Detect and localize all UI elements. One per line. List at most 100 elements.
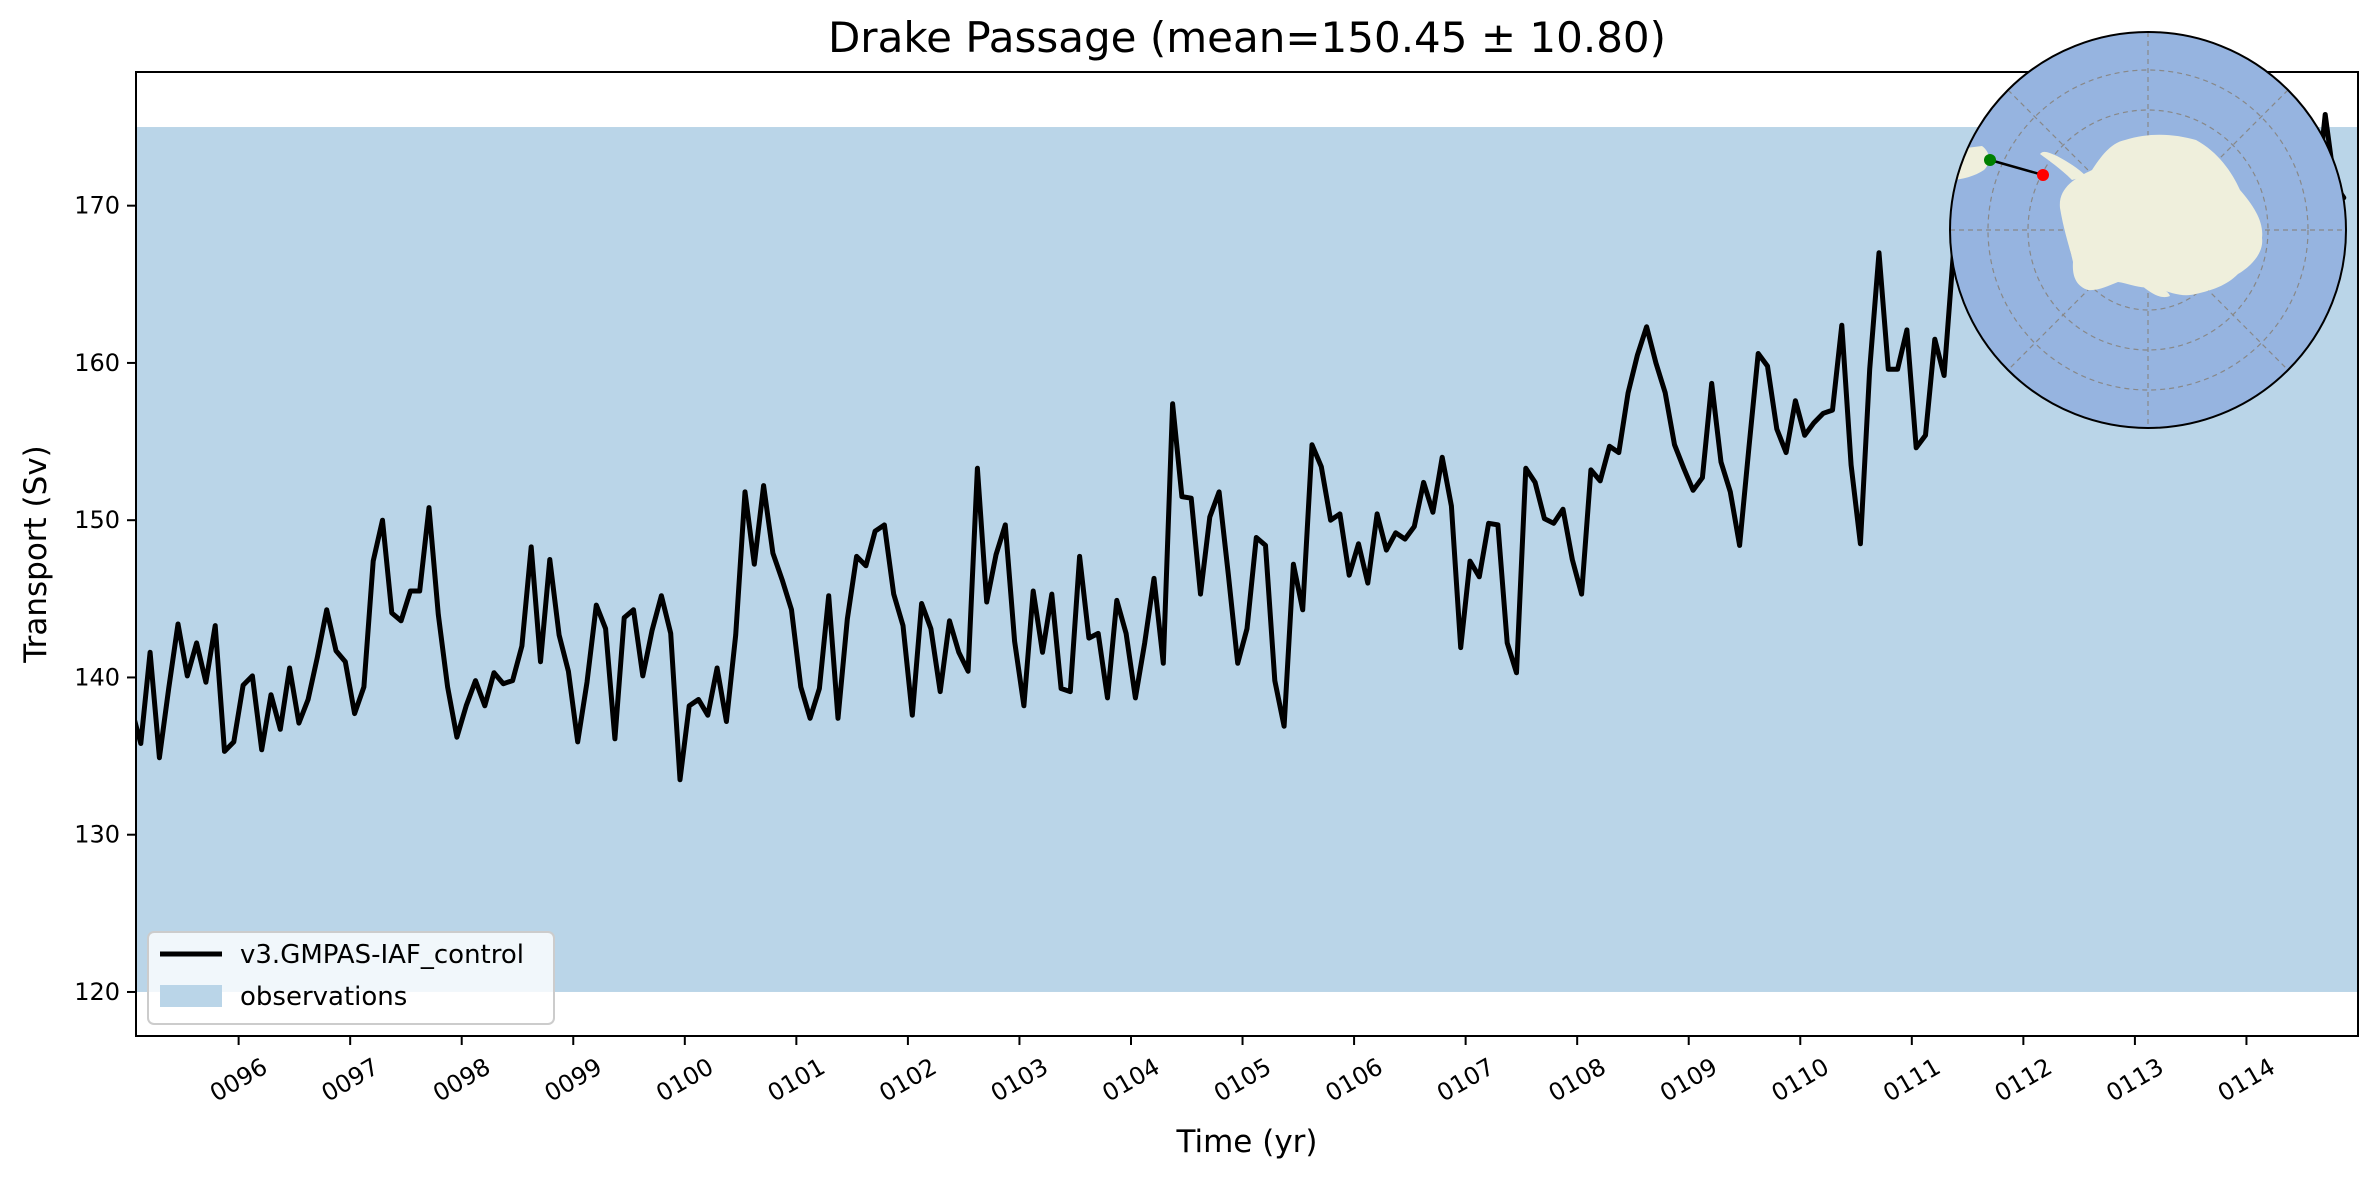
data-point <box>539 660 542 664</box>
data-point <box>1886 367 1890 371</box>
x-axis: 0096 0097 0098 0099 0100 0101 0102 0103 0104 0105… <box>205 1036 2280 1107</box>
data-point <box>1041 650 1044 654</box>
data-point <box>1924 433 1927 437</box>
data-point <box>1738 543 1742 547</box>
data-point <box>1775 427 1779 431</box>
data-point <box>632 608 635 612</box>
data-point <box>1673 443 1676 447</box>
legend-swatch-observations <box>160 985 222 1007</box>
data-point <box>1087 636 1091 640</box>
data-point <box>1003 523 1007 527</box>
map-border <box>1949 31 2347 429</box>
data-point <box>669 631 673 635</box>
data-point <box>343 660 347 664</box>
x-tick-label: 0102 <box>874 1053 941 1108</box>
legend: v3.GMPAS-IAF_control observations <box>147 931 555 1025</box>
data-point <box>910 713 914 717</box>
data-point <box>1803 433 1807 437</box>
data-point <box>1115 598 1119 602</box>
data-point <box>855 554 859 558</box>
data-point <box>334 649 338 653</box>
data-point <box>1542 517 1546 521</box>
data-point <box>1301 608 1305 612</box>
data-point <box>892 592 896 596</box>
data-point <box>455 735 459 739</box>
data-point <box>808 716 812 720</box>
data-point <box>362 685 366 689</box>
data-point <box>734 633 738 637</box>
data-point <box>1254 536 1258 539</box>
data-point <box>1858 542 1862 546</box>
data-point <box>288 666 292 670</box>
y-axis-label: Transport (Sv) <box>18 445 54 664</box>
data-point <box>557 633 561 637</box>
data-point <box>1608 444 1611 448</box>
data-point <box>1106 696 1109 700</box>
legend-box <box>147 931 555 1025</box>
data-point <box>1840 323 1844 327</box>
data-point <box>1756 352 1760 355</box>
y-tick-label: 170 <box>74 192 120 220</box>
x-tick-label: 0104 <box>1098 1053 1165 1108</box>
data-point <box>1821 411 1825 415</box>
series-points <box>139 113 2346 782</box>
x-tick-label: 0109 <box>1655 1053 1722 1108</box>
data-point <box>920 602 924 605</box>
data-point <box>594 603 598 607</box>
data-point <box>1849 463 1853 467</box>
data-point <box>604 627 608 631</box>
data-point <box>474 679 477 683</box>
data-point <box>743 490 747 494</box>
data-point <box>1199 592 1202 596</box>
data-point <box>1793 399 1797 403</box>
y-tick-label: 160 <box>74 349 120 377</box>
x-tick-label: 0106 <box>1321 1053 1388 1108</box>
data-point <box>724 720 728 723</box>
data-point <box>697 698 700 701</box>
data-point <box>408 589 412 593</box>
data-point <box>418 589 422 593</box>
data-point <box>836 716 840 720</box>
data-point <box>585 680 589 684</box>
y-tick-label: 150 <box>74 506 120 534</box>
data-point <box>938 690 942 694</box>
data-point <box>576 740 580 744</box>
data-point <box>994 553 998 557</box>
data-point <box>985 600 989 604</box>
data-point <box>1561 507 1565 511</box>
x-tick-label: 0103 <box>986 1053 1053 1108</box>
data-point <box>1440 455 1444 459</box>
data-point <box>1710 381 1714 385</box>
data-point <box>1013 639 1017 643</box>
data-point <box>371 559 375 563</box>
data-point <box>1459 646 1463 650</box>
data-point <box>1552 521 1556 525</box>
data-point <box>269 693 273 697</box>
data-point <box>1691 488 1695 492</box>
data-point <box>1868 367 1872 371</box>
legend-label-observations: observations <box>240 982 407 1012</box>
data-point <box>176 622 180 626</box>
data-point <box>771 551 775 555</box>
data-point <box>1598 479 1602 483</box>
data-point <box>1282 724 1286 728</box>
data-point <box>1412 525 1416 528</box>
data-point <box>427 506 431 510</box>
x-tick-label: 0099 <box>540 1053 607 1108</box>
data-point <box>492 671 496 675</box>
data-point <box>1319 465 1323 469</box>
data-point <box>1570 558 1574 561</box>
section-end-marker <box>2037 169 2049 181</box>
antarctica-land <box>2059 134 2263 296</box>
data-point <box>241 683 245 687</box>
data-point <box>529 545 533 549</box>
data-point <box>139 742 143 745</box>
data-point <box>223 749 226 753</box>
data-point <box>1896 367 1900 371</box>
data-point <box>1133 696 1137 700</box>
data-point <box>1031 589 1035 593</box>
data-point <box>1449 504 1453 508</box>
data-point <box>641 674 645 678</box>
data-point <box>148 650 152 654</box>
data-point <box>1914 446 1918 450</box>
